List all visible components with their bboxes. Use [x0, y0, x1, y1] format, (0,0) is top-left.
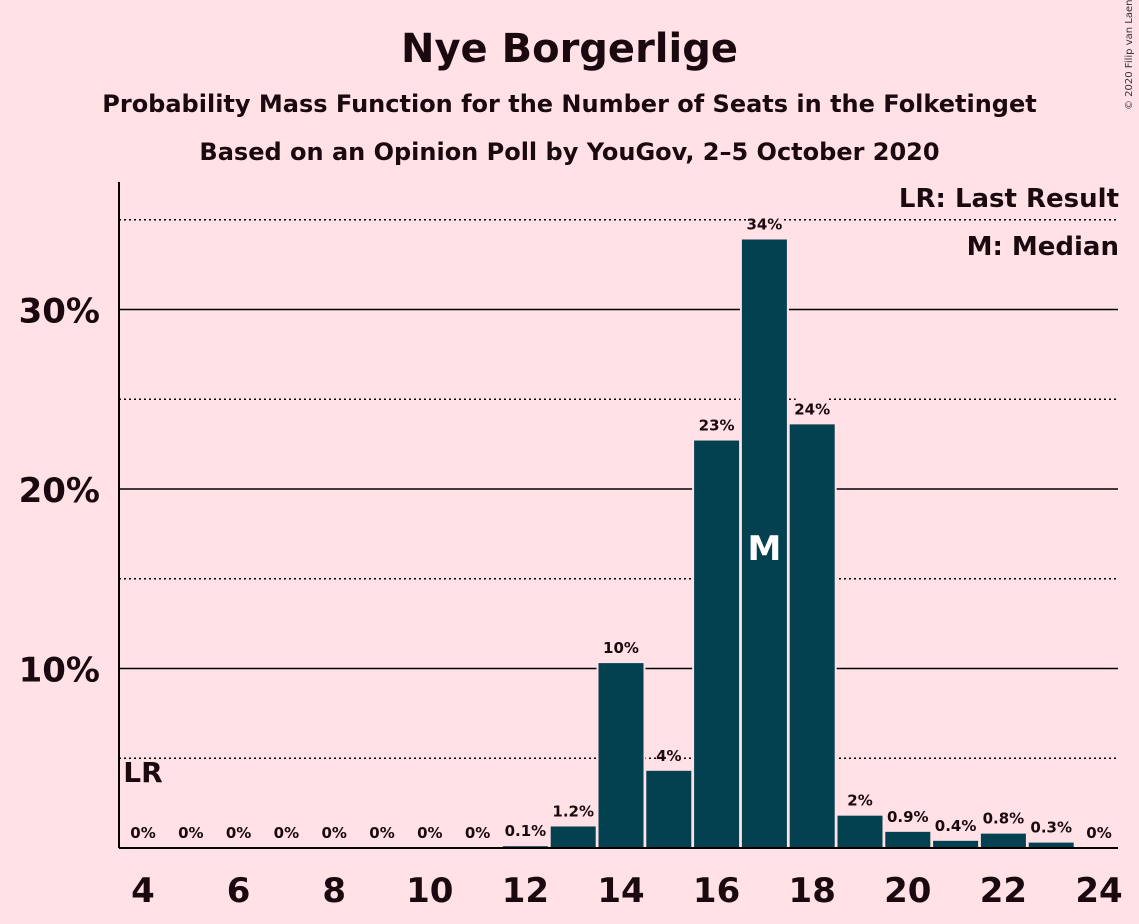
- data-label: 0.8%: [983, 810, 1025, 828]
- y-tick-label: 20%: [19, 471, 100, 511]
- data-label: 0%: [226, 824, 251, 842]
- data-label-bg: [465, 822, 490, 842]
- data-label: 0.3%: [1030, 819, 1072, 837]
- data-label-bg: [1087, 822, 1111, 842]
- last-result-marker: LR: [123, 756, 162, 789]
- chart-source-subtitle: Based on an Opinion Poll by YouGov, 2–5 …: [199, 138, 940, 166]
- data-label: 2%: [847, 792, 872, 810]
- bar-seats-16: [694, 440, 740, 848]
- data-label: 0.9%: [887, 808, 929, 826]
- data-label: 0%: [465, 824, 490, 842]
- legend-last-result: LR: Last Result: [898, 184, 1119, 214]
- bar-seats-15: [646, 770, 692, 848]
- data-label-bg: [656, 744, 681, 765]
- bar-seats-17: [741, 239, 787, 848]
- data-label: 10%: [603, 639, 639, 657]
- data-label-bg: [604, 637, 638, 658]
- data-label: 0%: [321, 824, 346, 842]
- data-label-bg: [226, 822, 251, 842]
- x-tick-label: 8: [322, 871, 346, 911]
- data-label-bg: [934, 814, 977, 835]
- bar-seats-20: [885, 831, 931, 848]
- data-label-bg: [274, 822, 299, 842]
- data-label: 4%: [656, 747, 681, 765]
- data-label-bg: [370, 822, 394, 842]
- chart-title: Nye Borgerlige: [401, 26, 738, 72]
- data-label-bg: [700, 414, 734, 435]
- chart-subtitle: Probability Mass Function for the Number…: [102, 90, 1037, 118]
- bar-seats-18: [789, 424, 835, 848]
- data-label: 0%: [274, 824, 299, 842]
- data-label-bg: [178, 822, 203, 842]
- data-label: 0%: [130, 824, 155, 842]
- x-tick-label: 20: [884, 871, 931, 911]
- x-tick-label: 4: [131, 871, 155, 911]
- data-label: 0.1%: [505, 822, 547, 840]
- data-label-bg: [552, 800, 595, 821]
- data-label: 34%: [746, 215, 782, 233]
- data-label: 0%: [417, 824, 442, 842]
- data-label: 24%: [794, 400, 830, 418]
- x-tick-label: 14: [597, 871, 644, 911]
- data-label: 0.4%: [935, 817, 977, 835]
- data-label: 23%: [699, 417, 735, 435]
- data-label: 0%: [178, 824, 203, 842]
- x-tick-label: 22: [980, 871, 1027, 911]
- data-label-bg: [131, 822, 155, 842]
- bar-seats-19: [837, 815, 883, 848]
- data-label: 0%: [369, 824, 394, 842]
- y-tick-label: 10%: [19, 651, 100, 691]
- bar-seats-13: [550, 826, 596, 848]
- x-tick-label: 12: [502, 871, 549, 911]
- data-label-bg: [504, 820, 547, 841]
- data-label-bg: [322, 822, 347, 842]
- bar-seats-22: [980, 833, 1026, 848]
- data-label-bg: [886, 805, 929, 826]
- legend-median: M: Median: [966, 232, 1119, 262]
- data-label-bg: [747, 213, 781, 234]
- data-label-bg: [848, 789, 872, 810]
- x-tick-label: 24: [1075, 871, 1122, 911]
- data-label-bg: [982, 807, 1025, 828]
- data-label-bg: [1030, 816, 1073, 837]
- x-tick-label: 10: [406, 871, 453, 911]
- data-label-bg: [795, 398, 829, 419]
- median-marker: M: [747, 529, 781, 569]
- x-tick-label: 16: [693, 871, 740, 911]
- bar-seats-23: [1028, 842, 1074, 848]
- x-tick-label: 6: [227, 871, 251, 911]
- bar-seats-21: [933, 840, 979, 848]
- y-tick-label: 30%: [19, 292, 100, 332]
- bar-seats-14: [598, 663, 644, 848]
- data-label-bg: [417, 822, 442, 842]
- bar-outline: [500, 844, 550, 848]
- data-label: 1.2%: [552, 802, 594, 820]
- x-tick-label: 18: [789, 871, 836, 911]
- data-label: 0%: [1086, 824, 1111, 842]
